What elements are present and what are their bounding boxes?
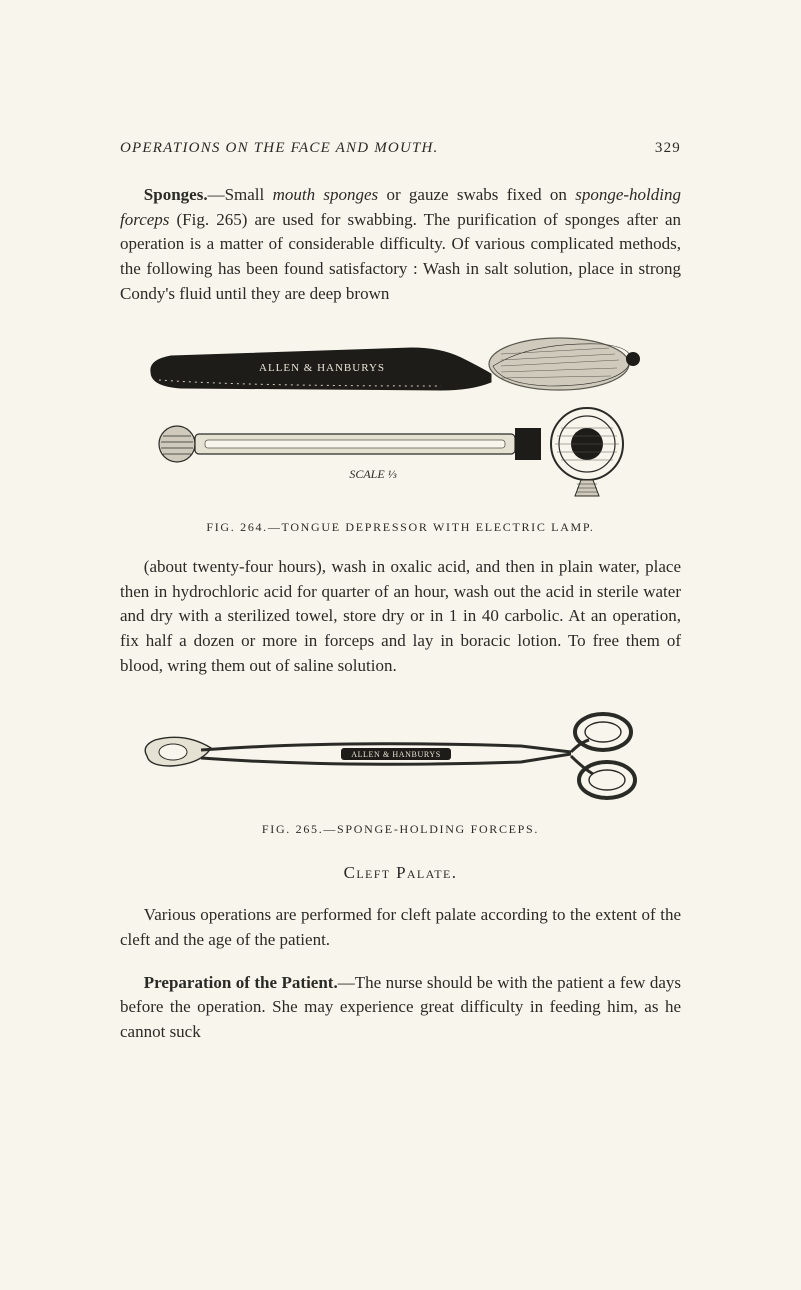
page-number: 329: [655, 140, 681, 157]
running-head: OPERATIONS ON THE FACE AND MOUTH. 329: [120, 140, 681, 157]
page: OPERATIONS ON THE FACE AND MOUTH. 329 Sp…: [0, 0, 801, 1290]
paragraph-preparation: Preparation of the Patient.—The nurse sh…: [120, 971, 681, 1045]
figure-264: ALLEN & HANBURYS: [120, 324, 681, 535]
p1-a: —Small: [208, 185, 273, 204]
p1-ital-a: mouth sponges: [273, 185, 379, 204]
figure-265-caption: FIG. 265.—SPONGE-HOLDING FORCEPS.: [120, 822, 681, 837]
p1-b: or gauze swabs fixed on: [378, 185, 575, 204]
figure-264-caption: FIG. 264.—TONGUE DEPRESSOR WITH ELECTRIC…: [120, 520, 681, 535]
tongue-depressor-illustration: ALLEN & HANBURYS: [141, 324, 661, 514]
running-title: OPERATIONS ON THE FACE AND MOUTH.: [120, 140, 439, 157]
p4-lead: Preparation of the Patient.: [144, 973, 338, 992]
p1-c: (Fig. 265) are used for swabbing. The pu…: [120, 210, 681, 303]
scale-label: SCALE ⅓: [349, 467, 396, 481]
handle-inscription: ALLEN & HANBURYS: [259, 362, 385, 374]
paragraph-cleft-intro: Various operations are performed for cle…: [120, 903, 681, 952]
paragraph-procedure: (about twenty-four hours), wash in oxali…: [120, 555, 681, 678]
sponge-forceps-illustration: ALLEN & HANBURYS: [141, 696, 661, 816]
upper-instrument: ALLEN & HANBURYS: [150, 338, 639, 390]
lower-instrument: [159, 408, 623, 496]
section-title-cleft-palate: Cleft Palate.: [120, 863, 681, 883]
p1-lead: Sponges.: [144, 185, 208, 204]
sponge-rings: [571, 714, 635, 798]
paragraph-sponges: Sponges.—Small mouth sponges or gauze sw…: [120, 183, 681, 306]
figure-265: ALLEN & HANBURYS FIG. 265.—SPONGE-HOLDIN…: [120, 696, 681, 837]
forceps-inscription: ALLEN & HANBURYS: [351, 750, 441, 759]
